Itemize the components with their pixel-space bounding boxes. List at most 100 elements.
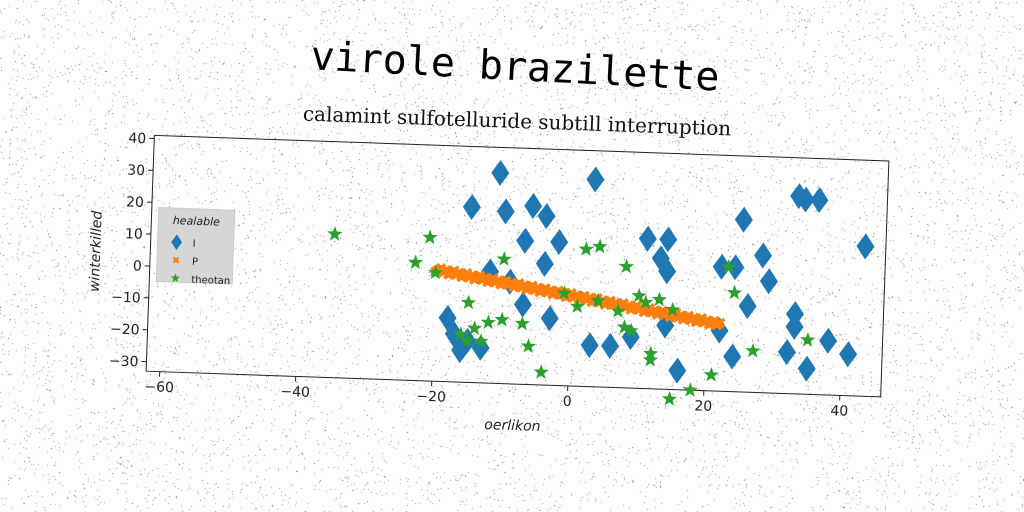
point-theotan (661, 391, 678, 406)
point-theotan (494, 311, 510, 327)
y-tick-label: 0 (133, 258, 142, 274)
point-i (537, 203, 556, 230)
point-theotan (496, 251, 512, 266)
point-i (790, 183, 809, 210)
point-theotan (703, 367, 719, 382)
point-i (810, 187, 829, 214)
point-i (513, 291, 532, 318)
point-i (738, 293, 757, 320)
legend-label-p: P (192, 257, 198, 268)
point-i (723, 343, 742, 370)
point-i (580, 332, 599, 359)
point-theotan (665, 301, 681, 317)
point-theotan (623, 322, 639, 338)
point-i (777, 339, 796, 366)
point-i (516, 227, 535, 254)
data-points (327, 159, 875, 406)
point-theotan (590, 292, 606, 308)
y-tick-label: 40 (128, 131, 146, 148)
point-i (796, 186, 815, 213)
y-axis-label: winterkilled (87, 210, 106, 292)
point-theotan (453, 326, 469, 341)
point-theotan (407, 254, 424, 270)
point-theotan (422, 229, 438, 245)
point-i (550, 229, 569, 256)
y-tick-label: 20 (126, 194, 144, 211)
legend-label-i: I (192, 239, 195, 250)
point-theotan (556, 285, 572, 300)
legend-marker-p (172, 256, 180, 264)
point-theotan (638, 294, 654, 310)
point-theotan (578, 241, 594, 256)
x-tick-label: −60 (144, 379, 174, 396)
point-theotan (631, 287, 647, 303)
y-tick-label: 30 (127, 162, 145, 179)
point-i (444, 321, 463, 348)
point-i (734, 206, 753, 233)
point-i (638, 225, 657, 252)
point-theotan (428, 264, 444, 280)
point-i (658, 258, 677, 285)
plot-area: −30 −20 −10 0 10 20 30 40 −60 −40 −20 0 20 40 oerlik… (87, 131, 890, 435)
point-i (797, 355, 816, 382)
point-i (726, 254, 745, 281)
point-theotan (610, 303, 626, 318)
point-i (462, 194, 481, 221)
point-theotan (480, 314, 496, 330)
point-theotan (726, 284, 743, 300)
x-tick-label: 0 (562, 394, 571, 410)
point-theotan (618, 258, 635, 274)
point-i (586, 166, 605, 193)
point-theotan (682, 382, 698, 397)
point-i (540, 305, 559, 332)
point-i (785, 313, 804, 340)
legend-marker-theotan (170, 273, 181, 283)
point-theotan (721, 259, 737, 274)
point-i (759, 268, 778, 295)
point-i (668, 357, 687, 384)
point-i (651, 245, 670, 272)
x-axis: −60 −40 −20 0 20 40 (144, 371, 848, 420)
chart-title: calamint sulfotelluride subtill interrup… (303, 102, 732, 141)
point-theotan (642, 352, 659, 367)
point-i (856, 233, 875, 260)
plot-frame (145, 134, 890, 398)
point-theotan (473, 333, 489, 349)
point-i (524, 193, 543, 219)
point-i (839, 341, 858, 368)
legend-marker-i (171, 234, 183, 250)
x-tick-label: 40 (830, 403, 848, 420)
point-i (438, 304, 457, 331)
y-tick-label: −10 (111, 290, 141, 307)
x-tick-label: −20 (416, 389, 446, 406)
legend-box (155, 207, 236, 285)
y-axis: −30 −20 −10 0 10 20 30 40 (109, 131, 155, 370)
legend-title: healable (173, 214, 221, 229)
point-i (496, 198, 515, 225)
point-i (659, 226, 678, 253)
legend-label-theotan: theotan (191, 275, 230, 287)
y-tick-label: −30 (109, 353, 139, 370)
point-theotan (461, 294, 477, 310)
point-theotan (592, 238, 608, 254)
point-i (712, 253, 731, 280)
point-theotan (569, 298, 586, 314)
point-theotan (800, 332, 816, 347)
point-theotan (514, 315, 530, 331)
point-i (710, 317, 729, 344)
x-axis-label: oerlikon (484, 417, 541, 435)
point-theotan (327, 226, 343, 241)
y-tick-label: 10 (125, 226, 143, 243)
point-i (754, 242, 773, 269)
x-tick-label: 20 (694, 398, 712, 415)
point-theotan (651, 291, 667, 307)
y-tick-label: −20 (110, 321, 140, 338)
point-theotan (459, 332, 475, 348)
point-theotan (616, 319, 633, 334)
point-theotan (745, 342, 761, 358)
point-theotan (533, 364, 549, 379)
point-theotan (466, 320, 483, 336)
